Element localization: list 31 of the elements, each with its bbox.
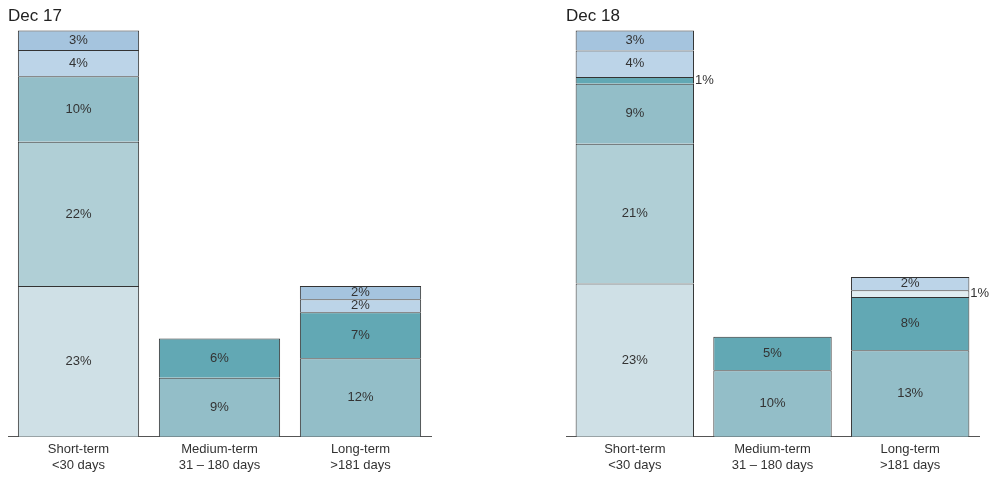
data-label: 7% xyxy=(351,326,371,342)
x-tick-label: Medium-term 31 – 180 days xyxy=(731,441,814,472)
data-label: 23% xyxy=(621,351,649,367)
data-label: 22% xyxy=(65,205,92,221)
x-tick-label: Medium-term 31 – 180 days xyxy=(178,441,261,472)
data-label: 1% xyxy=(970,285,990,301)
data-label: 2% xyxy=(351,297,371,313)
data-label: 23% xyxy=(65,353,92,368)
chart-title: Dec 17 xyxy=(8,5,62,25)
data-label: 6% xyxy=(210,349,230,365)
data-label: 3% xyxy=(69,31,89,47)
data-label: 12% xyxy=(347,389,374,405)
data-label: 2% xyxy=(900,275,920,291)
data-label: 8% xyxy=(900,315,920,331)
data-label: 2% xyxy=(351,284,371,300)
data-label: 5% xyxy=(763,345,783,361)
data-label: 9% xyxy=(210,398,230,414)
data-label: 13% xyxy=(897,385,924,401)
x-tick-label: Long-term >181 days xyxy=(330,441,392,472)
data-label: 21% xyxy=(621,205,649,221)
x-tick-label: Long-term >181 days xyxy=(879,441,941,472)
data-label: 1% xyxy=(695,71,715,87)
data-label: 3% xyxy=(625,31,645,47)
data-label: 4% xyxy=(625,55,645,71)
data-label: 10% xyxy=(65,100,92,116)
data-label: 10% xyxy=(759,395,786,411)
data-label: 9% xyxy=(625,105,645,121)
chart-title: Dec 18 xyxy=(566,5,620,25)
data-label: 4% xyxy=(69,54,89,70)
x-tick-label: Short-term <30 days xyxy=(47,441,110,472)
x-tick-label: Short-term <30 days xyxy=(604,441,666,472)
